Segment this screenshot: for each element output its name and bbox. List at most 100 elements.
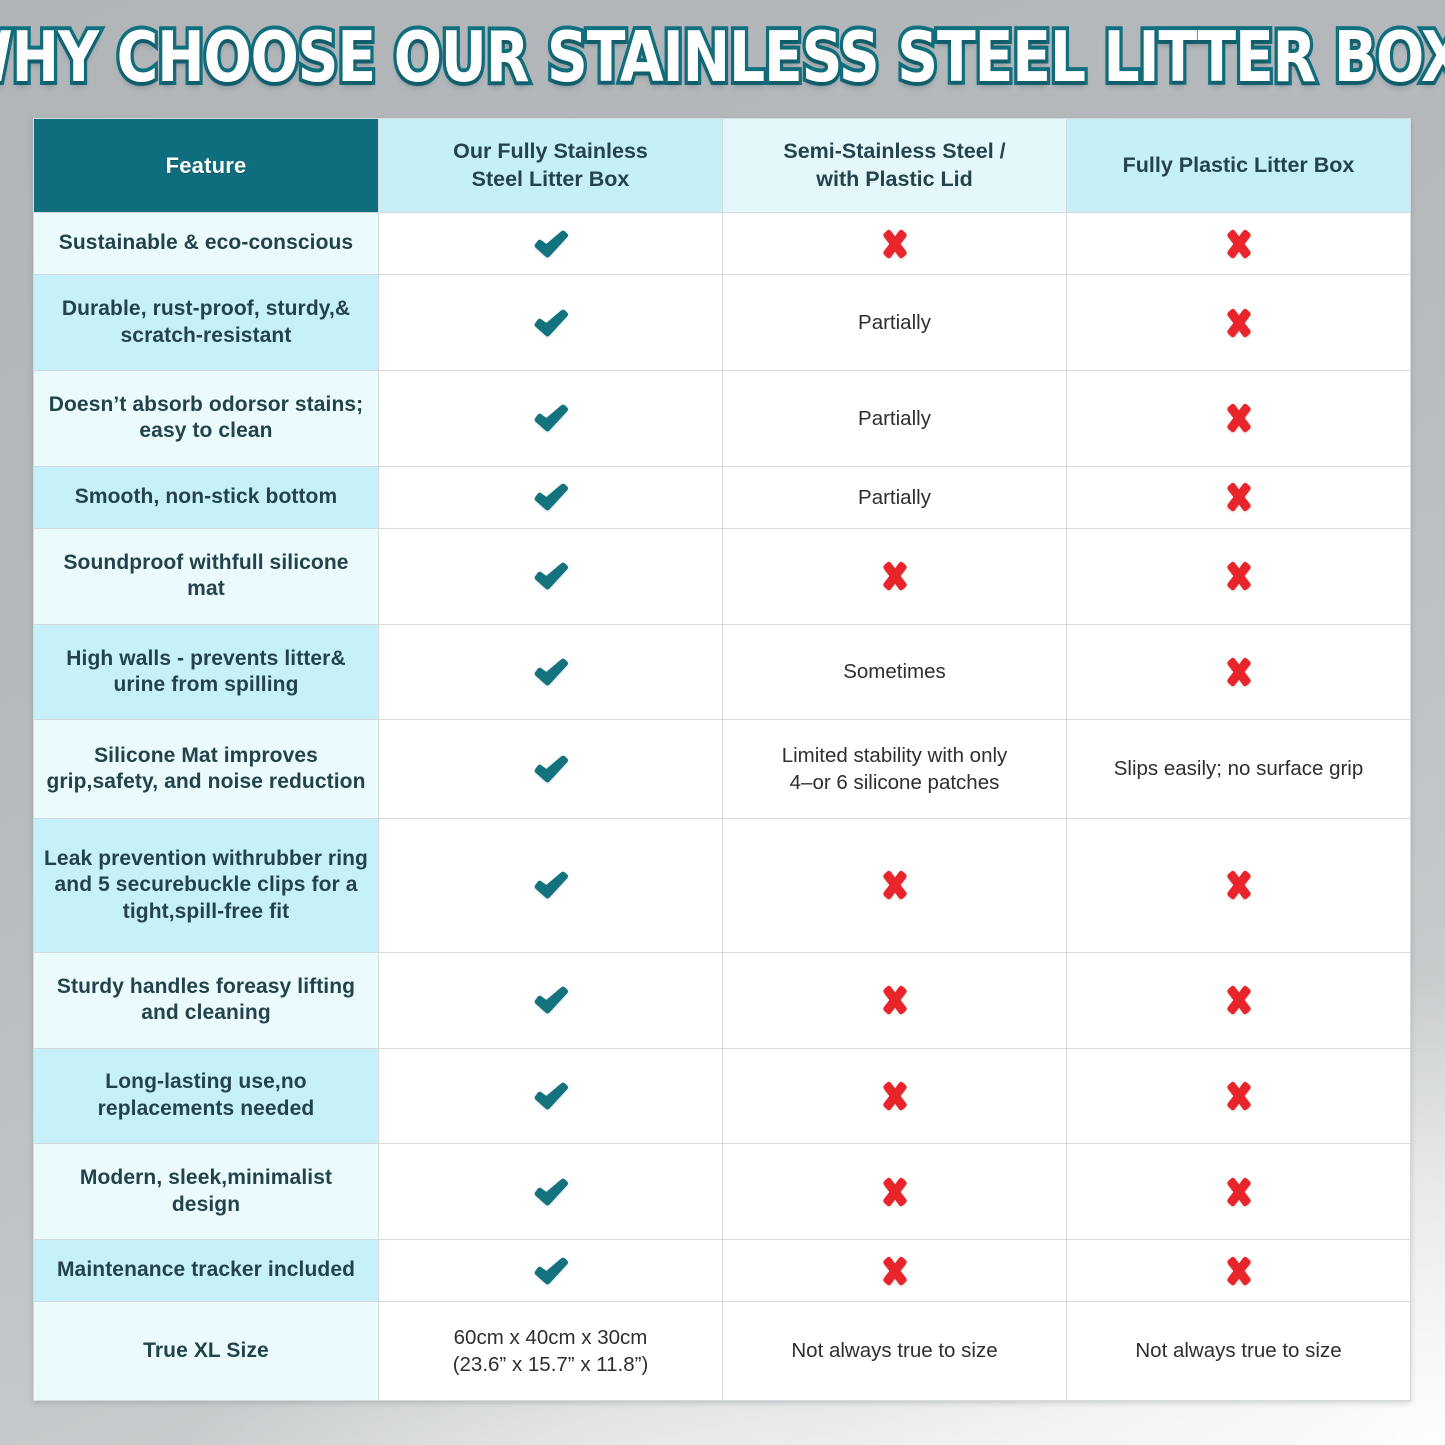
feature-cell: Soundproof withfull silicone mat [33, 528, 379, 625]
cross-icon [1224, 985, 1254, 1015]
cell-our-stainless [378, 719, 723, 819]
feature-cell: Leak prevention withrubber ring and 5 se… [33, 817, 379, 953]
column-header-our-stainless: Our Fully Stainless Steel Litter Box [378, 118, 723, 213]
feature-cell: Doesn’t absorb odorsor stains; easy to c… [33, 370, 379, 467]
cell-fully-plastic [1066, 465, 1411, 530]
page-title: WHY CHOOSE OUR STAINLESS STEEL LITTER BO… [0, 16, 1445, 98]
value-check [389, 403, 712, 433]
cell-our-stainless [378, 951, 723, 1049]
value-check [389, 1081, 712, 1111]
cell-semi-stainless: Not always true to size [722, 1301, 1067, 1401]
cell-fully-plastic: Not always true to size [1066, 1301, 1411, 1401]
cross-icon [1224, 1081, 1254, 1111]
cell-text-line: Not always true to size [791, 1339, 998, 1363]
value-check [389, 482, 712, 512]
check-icon [532, 1177, 570, 1207]
feature-text-line: full silicone mat [187, 550, 349, 601]
feature-text-line: Doesn’t absorb odors [48, 392, 268, 416]
column-header-line: Semi-Stainless Steel / [783, 138, 1006, 163]
feature-text-line: Leak prevention with [44, 846, 255, 870]
cross-icon [1224, 657, 1254, 687]
feature-text-line: True XL Size [143, 1338, 269, 1362]
cross-icon [880, 1081, 910, 1111]
value-check [389, 754, 712, 784]
feature-cell: Modern, sleek,minimalist design [33, 1143, 379, 1240]
feature-cell: Sturdy handles foreasy lifting and clean… [33, 951, 379, 1049]
value-cross [1077, 482, 1400, 512]
cell-text-line: Slips easily; no surface grip [1113, 757, 1364, 781]
cell-fully-plastic [1066, 817, 1411, 953]
cross-icon [880, 561, 910, 591]
cross-icon [880, 870, 910, 900]
feature-cell: Smooth, non-stick bottom [33, 465, 379, 530]
cell-semi-stainless [722, 1238, 1067, 1303]
value-cross [733, 1256, 1056, 1286]
table-row: Sustainable & eco-conscious [33, 211, 1411, 276]
feature-text-line: safety, and noise reduction [92, 770, 366, 794]
feature-cell: Sustainable & eco-conscious [33, 211, 379, 276]
cross-icon [1224, 403, 1254, 433]
check-icon [532, 754, 570, 784]
value-cross [1077, 308, 1400, 338]
value-cross [733, 1177, 1056, 1207]
cross-icon [880, 1256, 910, 1286]
table-row: Silicone Mat improves grip,safety, and n… [33, 719, 1411, 819]
cell-semi-stainless [722, 528, 1067, 625]
check-icon [532, 229, 570, 259]
cell-fully-plastic: Slips easily; no surface grip [1066, 719, 1411, 819]
value-check [389, 561, 712, 591]
feature-text-line: High walls - prevents litter [66, 646, 331, 670]
feature-text-line: Soundproof with [63, 550, 232, 574]
cross-icon [880, 985, 910, 1015]
cell-fully-plastic [1066, 1143, 1411, 1240]
table-row: Sturdy handles foreasy lifting and clean… [33, 951, 1411, 1049]
table-row: Maintenance tracker included [33, 1238, 1411, 1303]
check-icon [532, 657, 570, 687]
table-row: Leak prevention withrubber ring and 5 se… [33, 817, 1411, 953]
check-icon [532, 870, 570, 900]
check-icon [532, 1256, 570, 1286]
cell-fully-plastic [1066, 528, 1411, 625]
feature-cell: High walls - prevents litter& urine from… [33, 623, 379, 721]
cross-icon [880, 229, 910, 259]
cell-our-stainless [378, 1238, 723, 1303]
value-cross [733, 870, 1056, 900]
feature-text-line: Sturdy handles for [56, 974, 245, 998]
table-body: Sustainable & eco-conscious Durable, rust… [33, 211, 1411, 1401]
cell-our-stainless [378, 623, 723, 721]
cell-semi-stainless: Partially [722, 465, 1067, 530]
cell-text-line: 4–or 6 silicone patches [789, 771, 1000, 795]
cell-text-line: (23.6” x 15.7” x 11.8”) [452, 1353, 649, 1377]
cross-icon [1224, 482, 1254, 512]
feature-text-line: & urine from spilling [113, 646, 346, 697]
feature-text-line: Silicone Mat improves grip, [46, 743, 318, 794]
cell-our-stainless [378, 817, 723, 953]
value-check [389, 1177, 712, 1207]
cell-our-stainless [378, 465, 723, 530]
cell-semi-stainless: Partially [722, 274, 1067, 372]
cell-text-line: Partially [858, 310, 931, 334]
value-cross [1077, 985, 1400, 1015]
value-cross [1077, 1256, 1400, 1286]
cell-our-stainless [378, 528, 723, 625]
feature-cell: Silicone Mat improves grip,safety, and n… [33, 719, 379, 819]
cell-fully-plastic [1066, 623, 1411, 721]
column-header-feature: Feature [33, 118, 379, 213]
table-row: Smooth, non-stick bottom Partially [33, 465, 1411, 530]
value-cross [1077, 561, 1400, 591]
cross-icon [1224, 1256, 1254, 1286]
cell-text-line: 60cm x 40cm x 30cm [453, 1325, 648, 1349]
feature-text-line: buckle clips for a tight, [122, 873, 358, 923]
cell-text-line: Partially [858, 406, 931, 430]
cell-fully-plastic [1066, 370, 1411, 467]
cell-semi-stainless [722, 1047, 1067, 1145]
cell-semi-stainless: Partially [722, 370, 1067, 467]
value-cross [1077, 870, 1400, 900]
feature-text-line: & scratch-resistant [120, 297, 351, 347]
cell-fully-plastic [1066, 211, 1411, 276]
check-icon [532, 985, 570, 1015]
cell-semi-stainless [722, 1143, 1067, 1240]
value-cross [1077, 403, 1400, 433]
cross-icon [1224, 870, 1254, 900]
